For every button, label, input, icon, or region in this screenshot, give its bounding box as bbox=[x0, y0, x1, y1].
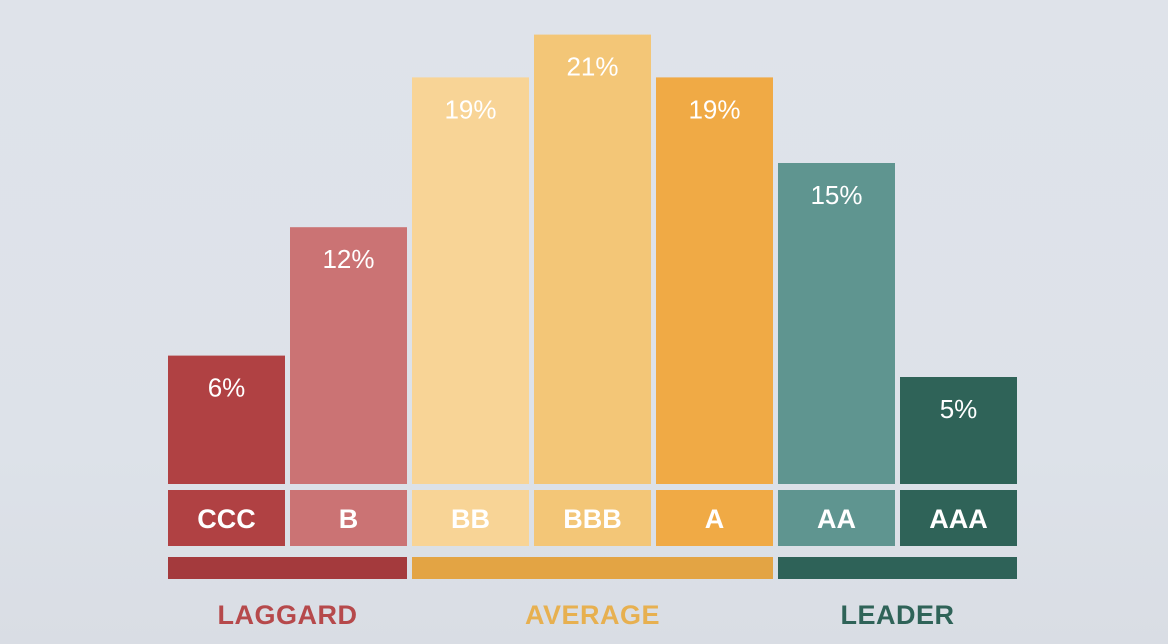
bar-aa bbox=[778, 163, 895, 484]
value-label-a: 19% bbox=[688, 94, 740, 124]
group-label-laggard: LAGGARD bbox=[218, 600, 358, 630]
bars-layer: 6% 12% 19% 21% 19% 15% 5% bbox=[168, 34, 1017, 485]
category-cell-a bbox=[656, 490, 773, 546]
category-cell-aaa bbox=[900, 490, 1017, 546]
group-label-average: AVERAGE bbox=[525, 600, 660, 630]
group-band-leader bbox=[778, 557, 1017, 579]
category-cell-bbb bbox=[534, 490, 651, 546]
category-label-b: B bbox=[339, 504, 359, 534]
value-label-ccc: 6% bbox=[208, 373, 246, 403]
bar-bb bbox=[412, 77, 529, 485]
category-label-ccc: CCC bbox=[197, 504, 256, 534]
category-cell-aa bbox=[778, 490, 895, 546]
category-cell-b bbox=[290, 490, 407, 546]
value-label-aa: 15% bbox=[810, 180, 862, 210]
bar-bbb bbox=[534, 34, 651, 484]
bar-a bbox=[656, 77, 773, 485]
category-label-bbb: BBB bbox=[563, 504, 622, 534]
group-band-laggard bbox=[168, 557, 407, 579]
value-label-bb: 19% bbox=[444, 94, 496, 124]
category-label-aaa: AAA bbox=[929, 504, 988, 534]
category-label-a: A bbox=[705, 504, 725, 534]
group-label-leader: LEADER bbox=[840, 600, 954, 630]
value-label-b: 12% bbox=[322, 244, 374, 274]
category-cell-ccc bbox=[168, 490, 285, 546]
value-label-aaa: 5% bbox=[940, 394, 978, 424]
category-label-aa: AA bbox=[817, 504, 856, 534]
bar-b bbox=[290, 227, 407, 484]
category-cells-layer: CCC B BB BBB A AA AAA bbox=[168, 490, 1017, 546]
group-bands-layer: LAGGARD AVERAGE LEADER bbox=[168, 557, 1017, 630]
category-label-bb: BB bbox=[451, 504, 490, 534]
bar-aaa bbox=[900, 377, 1017, 484]
value-label-bbb: 21% bbox=[566, 52, 618, 82]
group-band-average bbox=[412, 557, 773, 579]
category-cell-bb bbox=[412, 490, 529, 546]
bar-ccc bbox=[168, 355, 285, 484]
